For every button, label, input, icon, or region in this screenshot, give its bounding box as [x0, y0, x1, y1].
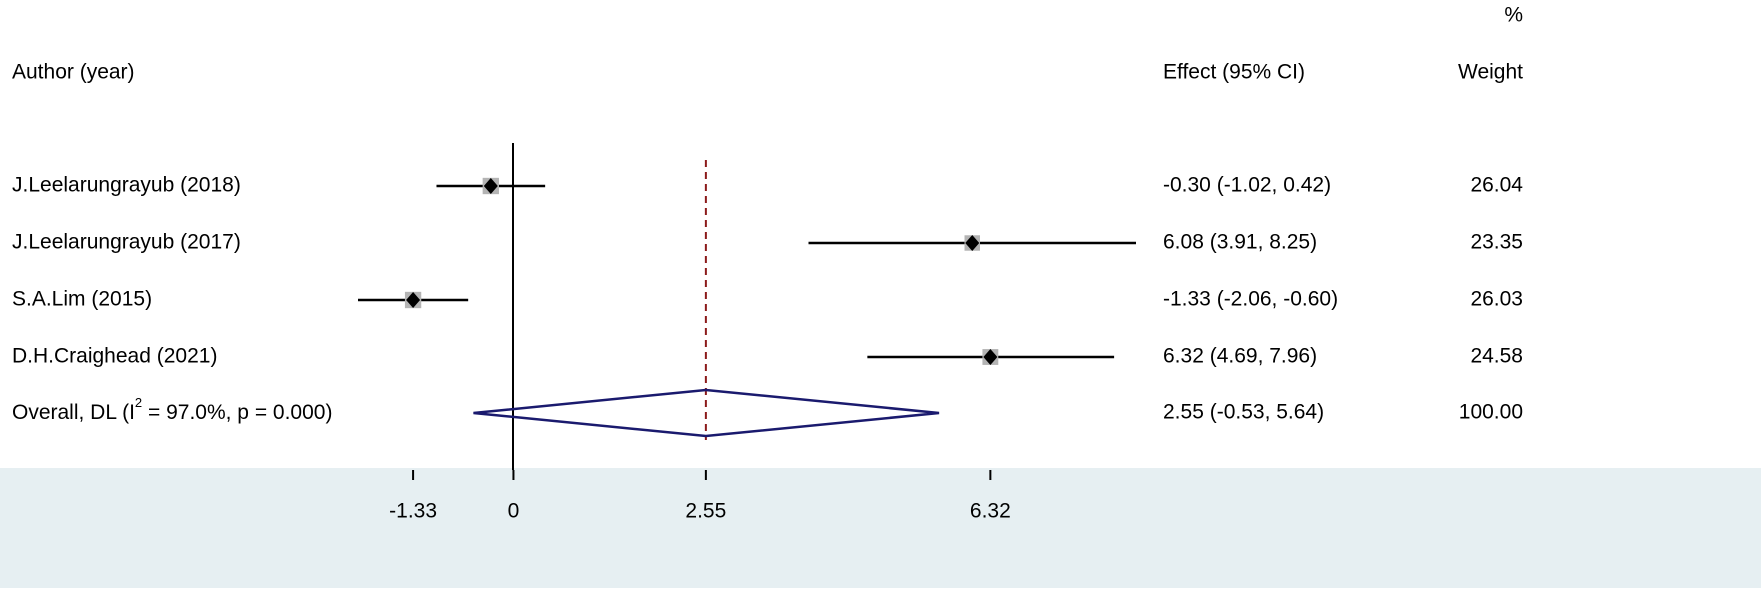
axis-band	[0, 468, 1761, 588]
weight-label: 100.00	[1459, 401, 1523, 424]
overall-label-sup: 2	[135, 395, 142, 410]
study-label: S.A.Lim (2015)	[12, 288, 152, 311]
effect-label: -0.30 (-1.02, 0.42)	[1163, 174, 1331, 197]
x-tick-label: 2.55	[685, 500, 726, 523]
weight-label: 26.03	[1470, 288, 1523, 311]
study-label: D.H.Craighead (2021)	[12, 345, 217, 368]
study-label: J.Leelarungrayub (2018)	[12, 174, 241, 197]
header-weight-unit: %	[1504, 4, 1523, 27]
effect-point	[483, 178, 498, 194]
effect-point	[983, 349, 998, 365]
weight-label: 23.35	[1470, 231, 1523, 254]
effect-point	[965, 235, 980, 251]
header-effect: Effect (95% CI)	[1163, 61, 1305, 84]
x-tick-label: -1.33	[389, 500, 437, 523]
header-weight: Weight	[1458, 61, 1523, 84]
x-tick-label: 6.32	[970, 500, 1011, 523]
effect-point	[406, 292, 421, 308]
overall-diamond	[473, 388, 940, 438]
x-tick-label: 0	[508, 500, 520, 523]
study-label: J.Leelarungrayub (2017)	[12, 231, 241, 254]
weight-label: 26.04	[1470, 174, 1523, 197]
effect-label: 2.55 (-0.53, 5.64)	[1163, 401, 1324, 424]
weight-label: 24.58	[1470, 345, 1523, 368]
header-author: Author (year)	[12, 61, 135, 84]
effect-label: -1.33 (-2.06, -0.60)	[1163, 288, 1338, 311]
overall-label: Overall, DL (I2 = 97.0%, p = 0.000)	[12, 395, 332, 423]
effect-label: 6.08 (3.91, 8.25)	[1163, 231, 1317, 254]
effect-label: 6.32 (4.69, 7.96)	[1163, 345, 1317, 368]
overall-label-part: = 97.0%, p = 0.000)	[142, 401, 332, 424]
overall-label-part: Overall, DL (I	[12, 401, 135, 424]
